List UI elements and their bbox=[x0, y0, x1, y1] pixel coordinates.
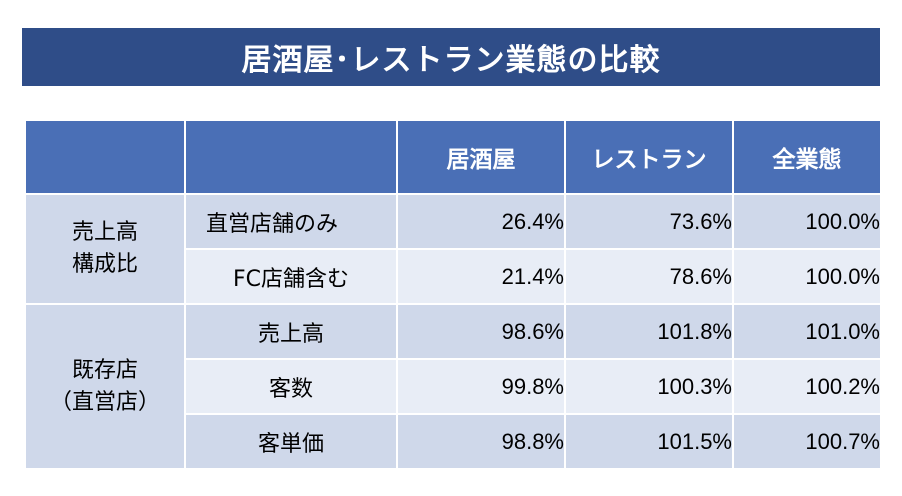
table-row: 既存店 （直営店） 売上高 98.6% 101.8% 101.0% bbox=[24, 303, 882, 470]
table-row: FC店舗含む 21.4% 78.6% 100.0% bbox=[25, 248, 882, 305]
header-restaurant: レストラン bbox=[564, 119, 734, 195]
cell-value: 98.6% bbox=[396, 303, 566, 360]
comparison-table: 居酒屋 レストラン 全業態 売上高 構成比 直営店舗のみ 26.4% 73.6%… bbox=[24, 119, 882, 470]
cell-value: 101.5% bbox=[564, 413, 734, 470]
cell-value: 98.8% bbox=[396, 413, 566, 470]
cell-value: 100.0% bbox=[732, 193, 882, 250]
header-blank-2 bbox=[184, 119, 398, 195]
page-title: 居酒屋･レストラン業態の比較 bbox=[22, 28, 880, 86]
table-header-row: 居酒屋 レストラン 全業態 bbox=[24, 119, 882, 195]
cell-value: 26.4% bbox=[396, 193, 566, 250]
header-blank-1 bbox=[24, 119, 186, 195]
row-label: 客数 bbox=[184, 358, 398, 415]
cell-value: 100.0% bbox=[732, 248, 882, 305]
table-row: 客単価 98.8% 101.5% 100.7% bbox=[25, 413, 882, 470]
row-label: 客単価 bbox=[184, 413, 398, 470]
cell-value: 78.6% bbox=[564, 248, 734, 305]
table-row: 売上高 構成比 直営店舗のみ 26.4% 73.6% 100.0% bbox=[24, 193, 882, 305]
header-all-formats: 全業態 bbox=[732, 119, 882, 195]
table-row: 客数 99.8% 100.3% 100.2% bbox=[25, 358, 882, 415]
group-label-existing-stores: 既存店 （直営店） bbox=[24, 303, 186, 470]
header-izakaya: 居酒屋 bbox=[396, 119, 566, 195]
cell-value: 73.6% bbox=[564, 193, 734, 250]
cell-value: 100.7% bbox=[732, 413, 882, 470]
cell-value: 101.0% bbox=[732, 303, 882, 360]
group-label-sales-mix: 売上高 構成比 bbox=[24, 193, 186, 305]
row-label: FC店舗含む bbox=[184, 248, 398, 305]
row-label: 直営店舗のみ bbox=[184, 193, 398, 250]
row-label: 売上高 bbox=[184, 303, 398, 360]
cell-value: 100.2% bbox=[732, 358, 882, 415]
cell-value: 21.4% bbox=[396, 248, 566, 305]
cell-value: 100.3% bbox=[564, 358, 734, 415]
cell-value: 101.8% bbox=[564, 303, 734, 360]
cell-value: 99.8% bbox=[396, 358, 566, 415]
